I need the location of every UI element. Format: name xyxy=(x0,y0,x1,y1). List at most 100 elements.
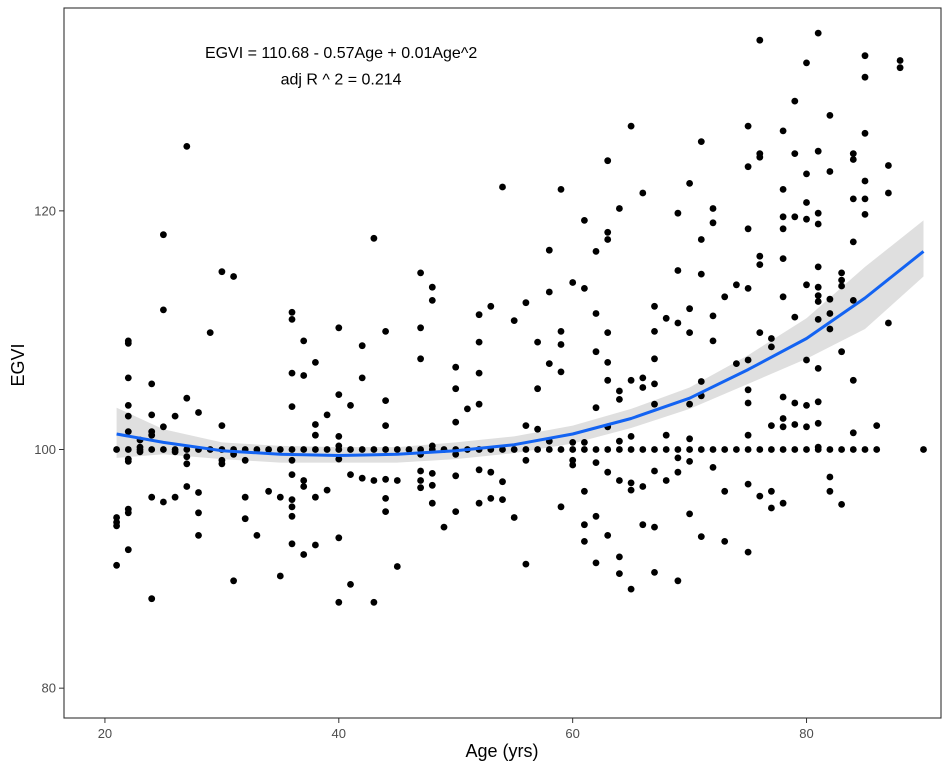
data-point xyxy=(791,213,799,221)
data-point xyxy=(662,477,670,484)
data-point xyxy=(557,368,565,376)
data-point xyxy=(417,269,424,277)
data-point xyxy=(312,431,319,439)
data-point xyxy=(499,446,506,453)
data-point xyxy=(557,503,565,511)
points-layer xyxy=(113,29,927,606)
data-point xyxy=(557,328,565,335)
data-point xyxy=(160,231,167,239)
data-point xyxy=(592,459,600,466)
data-point xyxy=(616,205,623,212)
data-point xyxy=(499,478,506,486)
data-point xyxy=(276,493,284,501)
data-point xyxy=(428,499,436,507)
data-point xyxy=(662,446,670,453)
data-point xyxy=(265,487,272,495)
data-point xyxy=(475,400,483,408)
data-point xyxy=(768,422,775,429)
data-point xyxy=(136,443,144,451)
data-point xyxy=(510,446,518,453)
data-point xyxy=(604,228,612,236)
y-axis-title: EGVI xyxy=(8,343,28,386)
data-point xyxy=(452,385,460,393)
data-point xyxy=(803,446,810,453)
data-point xyxy=(183,446,191,453)
data-point xyxy=(522,422,530,429)
data-point xyxy=(592,512,600,520)
data-point xyxy=(838,446,845,453)
data-point xyxy=(581,521,588,529)
data-point xyxy=(288,496,296,503)
data-point xyxy=(604,157,612,165)
data-point xyxy=(885,189,892,197)
data-point xyxy=(838,276,845,284)
data-point xyxy=(709,205,717,212)
x-tick-label: 40 xyxy=(332,726,346,741)
data-point xyxy=(581,487,588,495)
data-point xyxy=(616,553,623,561)
y-tick-label: 80 xyxy=(42,681,56,696)
data-point xyxy=(347,471,354,478)
data-point xyxy=(347,402,354,409)
data-point xyxy=(335,598,343,606)
data-point xyxy=(616,387,623,395)
data-point xyxy=(230,273,238,280)
data-point xyxy=(873,422,881,429)
data-point xyxy=(183,143,191,150)
data-point xyxy=(826,487,834,495)
data-point xyxy=(534,338,541,346)
data-point xyxy=(861,73,869,81)
data-point xyxy=(464,405,471,413)
data-point xyxy=(662,431,670,439)
data-point xyxy=(744,122,752,130)
data-point xyxy=(721,293,729,301)
data-point xyxy=(639,521,647,529)
data-point xyxy=(686,458,693,465)
data-point xyxy=(838,501,845,508)
data-point xyxy=(686,435,693,443)
data-point xyxy=(861,177,869,185)
data-point xyxy=(148,431,156,439)
data-point xyxy=(639,189,647,197)
confidence-band-layer xyxy=(116,220,924,463)
data-point xyxy=(592,446,600,453)
data-point xyxy=(803,215,810,223)
data-point xyxy=(826,446,834,453)
data-point xyxy=(253,532,261,539)
data-point xyxy=(803,170,810,178)
data-point xyxy=(417,484,424,492)
data-point xyxy=(592,404,600,412)
data-point xyxy=(639,374,647,382)
data-point xyxy=(651,400,658,408)
data-point xyxy=(756,252,764,260)
data-point xyxy=(358,374,366,382)
data-point xyxy=(183,394,191,402)
data-point xyxy=(148,595,156,603)
data-point xyxy=(920,446,927,453)
data-point xyxy=(849,195,857,203)
data-point xyxy=(768,504,775,512)
data-point xyxy=(604,446,612,453)
data-point xyxy=(452,418,460,426)
data-point xyxy=(627,479,635,487)
data-point xyxy=(522,456,530,464)
data-point xyxy=(697,270,705,278)
data-point xyxy=(674,267,682,274)
data-point xyxy=(522,299,530,307)
data-point xyxy=(803,356,810,364)
data-point xyxy=(335,455,343,463)
data-point xyxy=(288,503,296,511)
data-point xyxy=(417,446,424,453)
x-tick-label: 20 xyxy=(98,726,112,741)
data-point xyxy=(616,570,623,577)
data-point xyxy=(709,219,717,227)
data-point xyxy=(136,448,144,456)
data-point xyxy=(849,429,857,437)
data-point xyxy=(300,477,308,484)
data-point xyxy=(581,285,588,292)
data-point xyxy=(826,473,834,481)
data-point xyxy=(779,127,787,135)
data-point xyxy=(674,446,682,453)
data-point xyxy=(183,460,191,468)
data-point xyxy=(195,532,202,539)
